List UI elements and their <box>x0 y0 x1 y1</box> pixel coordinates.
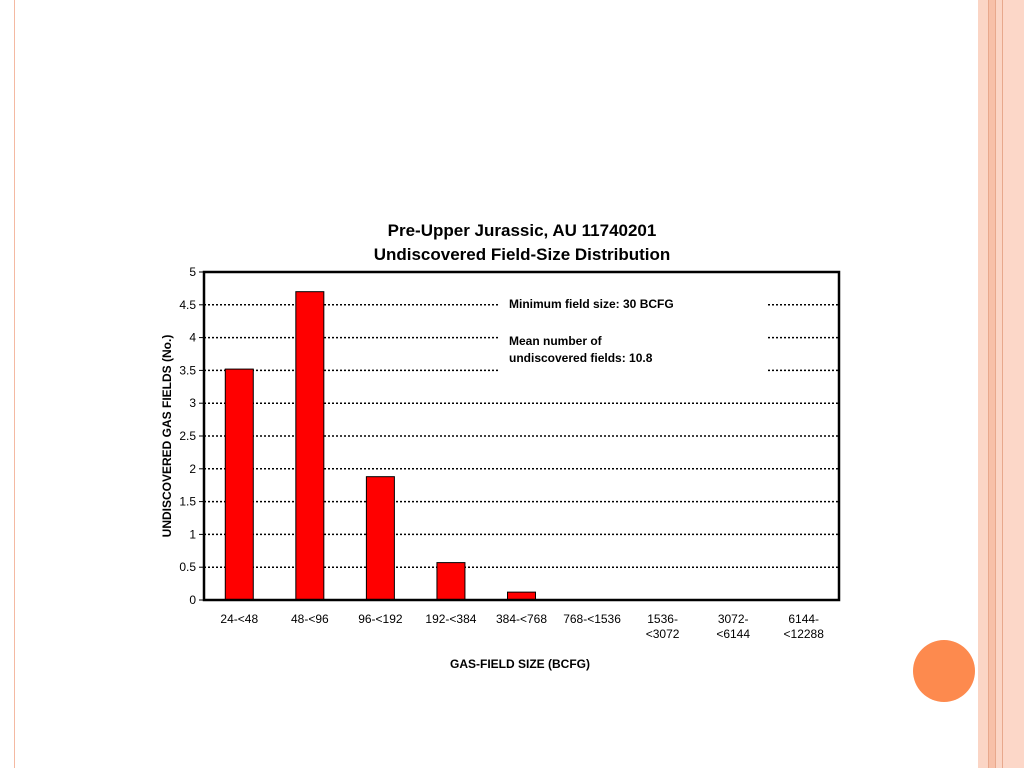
y-tick-label: 1 <box>189 527 196 541</box>
annotation-box <box>500 288 768 380</box>
x-tick-label: 384-<768 <box>496 612 547 626</box>
y-tick-label: 3 <box>189 396 196 410</box>
x-tick-label: 768-<1536 <box>563 612 621 626</box>
y-tick-label: 0.5 <box>179 560 196 574</box>
y-axis-ticks: 0 0.5 1 1.5 2 2.5 3 3.5 4 4.5 5 <box>179 265 204 607</box>
bar <box>436 562 466 601</box>
y-tick-label: 2.5 <box>179 429 196 443</box>
slide-stripe-line <box>1002 0 1003 768</box>
y-tick-label: 4.5 <box>179 298 196 312</box>
x-tick-label: 6144-<12288 <box>784 612 825 641</box>
x-tick-label: 48-<96 <box>291 612 329 626</box>
slide-stripe-line <box>995 0 996 768</box>
y-axis-label: UNDISCOVERED GAS FIELDS (No.) <box>160 335 174 538</box>
x-tick-label: 96-<192 <box>358 612 403 626</box>
y-tick-label: 2 <box>189 462 196 476</box>
slide-right-stripe <box>989 0 995 768</box>
x-axis-ticks: 24-<48 48-<96 96-<192 192-<384 384-<768 768-<… <box>220 612 824 641</box>
x-tick-label: 24-<48 <box>220 612 258 626</box>
y-tick-label: 0 <box>189 593 196 607</box>
slide-right-stripe <box>978 0 988 768</box>
y-tick-label: 4 <box>189 331 196 345</box>
x-tick-label: 192-<384 <box>425 612 476 626</box>
annotation-min-field-size: Minimum field size: 30 BCFG <box>509 297 674 311</box>
y-tick-label: 1.5 <box>179 495 196 509</box>
annotation-undiscovered-fields: undiscovered fields: 10.8 <box>509 351 653 365</box>
accent-circle <box>913 640 975 702</box>
slide-left-border <box>0 0 15 768</box>
bars <box>224 291 536 601</box>
x-tick-label: 1536-<3072 <box>646 612 680 641</box>
y-tick-label: 3.5 <box>179 363 196 377</box>
chart-subtitle: Undiscovered Field-Size Distribution <box>374 245 671 264</box>
bar <box>295 291 325 601</box>
y-tick-label: 5 <box>189 265 196 279</box>
x-axis-label: GAS-FIELD SIZE (BCFG) <box>450 657 590 671</box>
slide-stripe-line <box>988 0 989 768</box>
slide-right-stripe <box>1003 0 1024 768</box>
chart-title: Pre-Upper Jurassic, AU 11740201 <box>388 221 657 240</box>
slide-right-stripe <box>996 0 1002 768</box>
annotation-mean-number: Mean number of <box>509 334 603 348</box>
x-tick-label: 3072-<6144 <box>716 612 750 641</box>
bar <box>224 368 254 601</box>
bar <box>365 476 395 601</box>
